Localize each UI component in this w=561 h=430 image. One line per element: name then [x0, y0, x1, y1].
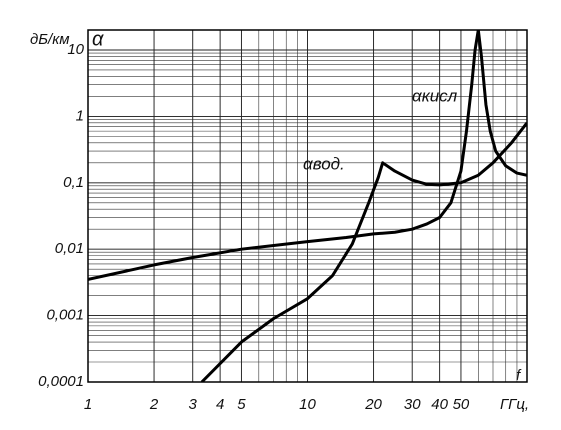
x-axis-label: ГГц,: [500, 396, 529, 413]
y-tick-label: 10: [67, 41, 84, 58]
y-tick-label: 0,001: [46, 307, 84, 324]
x-tick-label: 1: [84, 396, 92, 413]
x-tick-label: 20: [364, 396, 382, 413]
x-tick-label: 5: [237, 396, 246, 413]
y-tick-label: 0,0001: [38, 373, 84, 390]
x-tick-label: 4: [216, 396, 224, 413]
curve: [200, 121, 527, 382]
x-symbol: f: [516, 367, 522, 384]
series-label: αвод.: [303, 154, 345, 173]
x-tick-label: 40: [431, 396, 448, 413]
curve: [88, 30, 527, 281]
y-tick-label: 1: [76, 107, 84, 124]
x-tick-label: 2: [149, 396, 159, 413]
x-tick-label: 50: [453, 396, 470, 413]
series-label: αкисл: [412, 86, 458, 105]
plot-frame: [87, 29, 528, 383]
y-axis-label: дБ/км: [30, 31, 70, 48]
x-tick-label: 30: [404, 396, 421, 413]
x-tick-label: 10: [299, 396, 316, 413]
y-symbol: α: [92, 28, 104, 50]
y-tick-label: 0,01: [55, 240, 84, 257]
x-tick-label: 3: [189, 396, 198, 413]
y-tick-label: 0,1: [63, 174, 84, 191]
curves: [88, 30, 527, 382]
